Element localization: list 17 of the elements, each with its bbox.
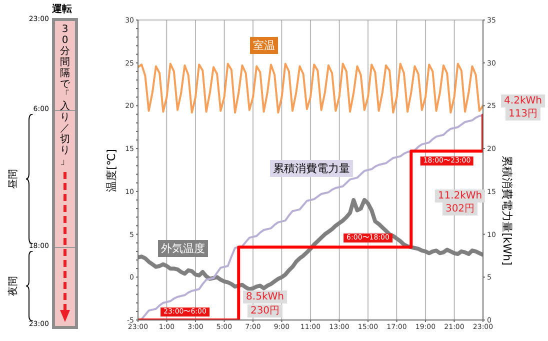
annotation: 230円 — [247, 304, 283, 318]
line-series — [138, 62, 483, 114]
y-axis-title: 温度[℃] — [104, 148, 118, 192]
annotation: 8.5kWh — [243, 290, 287, 304]
text: 運転 — [51, 2, 73, 16]
series-label: 外気温度 — [158, 240, 208, 257]
text: 夜間 — [6, 276, 20, 296]
line-series — [138, 198, 483, 292]
annotation: 302円 — [442, 202, 478, 216]
series-label: 室温 — [250, 37, 278, 54]
series-label: 累積消費電力量 — [270, 160, 353, 177]
y2-axis-title: 累積消費電力量[kWh] — [500, 155, 514, 265]
text: 昼間 — [7, 169, 20, 189]
annotation: 11.2kWh — [434, 190, 486, 202]
text: 113円 — [505, 108, 541, 120]
text: 4.2kWh — [501, 94, 545, 108]
text: 30分間隔で「入り／切り」 — [60, 24, 70, 167]
